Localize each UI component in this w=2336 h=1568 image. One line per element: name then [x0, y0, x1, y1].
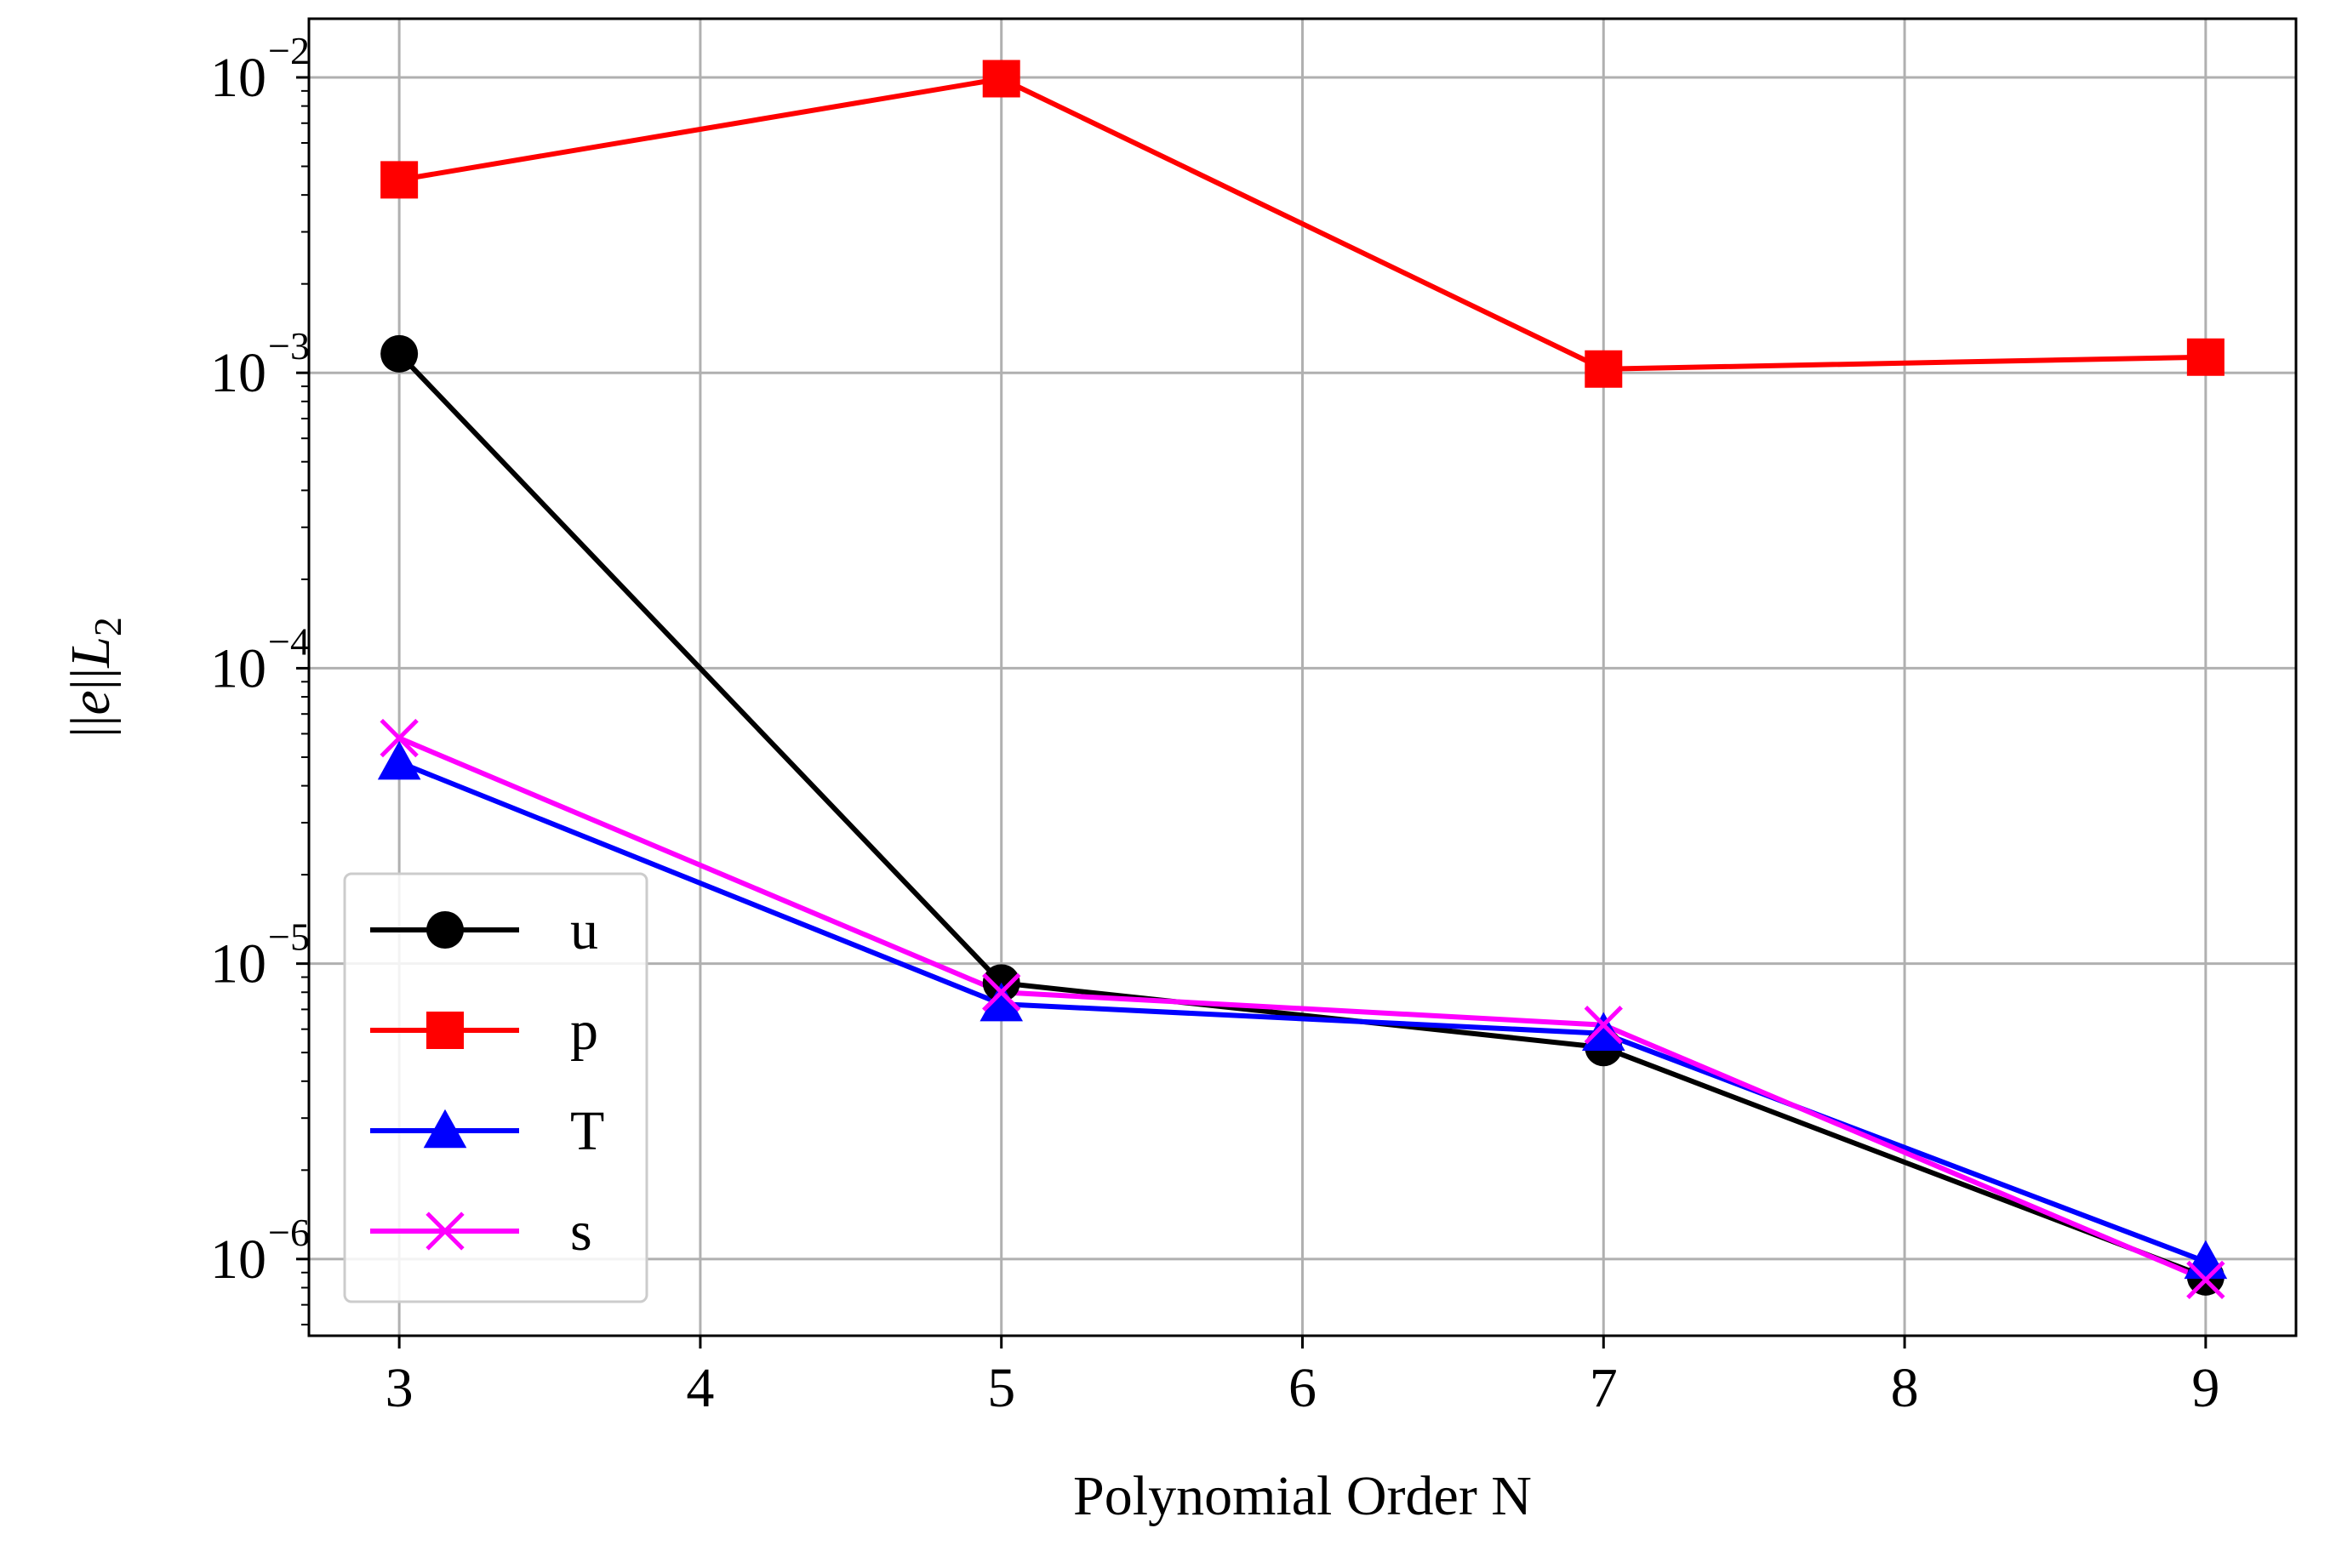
x-axis-label: Polynomial Order N: [1073, 1465, 1532, 1527]
x-tick-label: 9: [2191, 1357, 2219, 1419]
y-tick-label: 10: [210, 933, 266, 995]
legend-label-u: u: [570, 899, 598, 961]
series-lines: [397, 76, 2207, 1283]
series-line-s: [397, 735, 2207, 1283]
data-point-u: [380, 334, 419, 373]
y-tick-label: 10: [210, 1229, 266, 1291]
data-point-T: [377, 740, 421, 780]
data-point-p: [1585, 350, 1623, 388]
data-point-p: [982, 60, 1020, 98]
y-tick-label-exponent: −2: [268, 29, 310, 72]
x-tick-label: 5: [987, 1357, 1015, 1419]
data-point-p: [2186, 338, 2225, 376]
legend-marker-p: [426, 1012, 464, 1049]
x-tick-label: 3: [386, 1357, 414, 1419]
series-markers: [377, 60, 2228, 1300]
y-tick-label-exponent: −5: [268, 915, 310, 959]
y-axis-label: ||e||L2: [60, 617, 129, 738]
axis-ticks: [296, 76, 2207, 1348]
legend-marker-s: [426, 1212, 465, 1251]
grid: [309, 19, 2296, 1336]
series-line-T: [398, 760, 2207, 1264]
data-point-s-stroke: [1584, 1006, 1623, 1045]
data-point-s-stroke: [380, 718, 419, 758]
data-point-T: [1581, 1012, 1625, 1052]
x-tick-label: 4: [686, 1357, 714, 1419]
x-tick-label: 8: [1891, 1357, 1919, 1419]
x-tick-label: 6: [1288, 1357, 1316, 1419]
legend-marker-u: [426, 911, 464, 949]
legend-label-T: T: [570, 1100, 604, 1162]
y-tick-label: 10: [210, 47, 266, 109]
x-tick-label: 7: [1590, 1357, 1618, 1419]
data-point-s: [380, 718, 419, 758]
legend-marker-T: [423, 1109, 467, 1149]
data-point-s: [982, 972, 1021, 1012]
y-tick-label-exponent: −6: [268, 1211, 310, 1254]
data-point-s-stroke: [982, 972, 1021, 1012]
data-point-s-stroke: [2186, 1260, 2225, 1300]
y-tick-label-exponent: −3: [268, 324, 310, 368]
y-tick-label: 10: [210, 637, 266, 699]
y-tick-label-exponent: −4: [268, 619, 310, 663]
data-point-T: [980, 982, 1024, 1022]
y-tick-label: 10: [210, 342, 266, 404]
data-point-s: [2186, 1260, 2225, 1300]
series-line-p: [398, 76, 2206, 372]
tick-labels: 3 4 5 6 7 8 910−610−510−410−310−2: [210, 29, 2219, 1419]
legend-label-p: p: [570, 1000, 598, 1062]
legend-marker-s-stroke: [426, 1212, 465, 1251]
legend-label-s: s: [570, 1200, 592, 1263]
y-axis-label-text: ||e||L2: [60, 617, 129, 738]
data-point-s: [1584, 1006, 1623, 1045]
data-point-p: [380, 161, 419, 199]
series-line-u: [397, 351, 2207, 1280]
legend-box: [343, 872, 648, 1303]
